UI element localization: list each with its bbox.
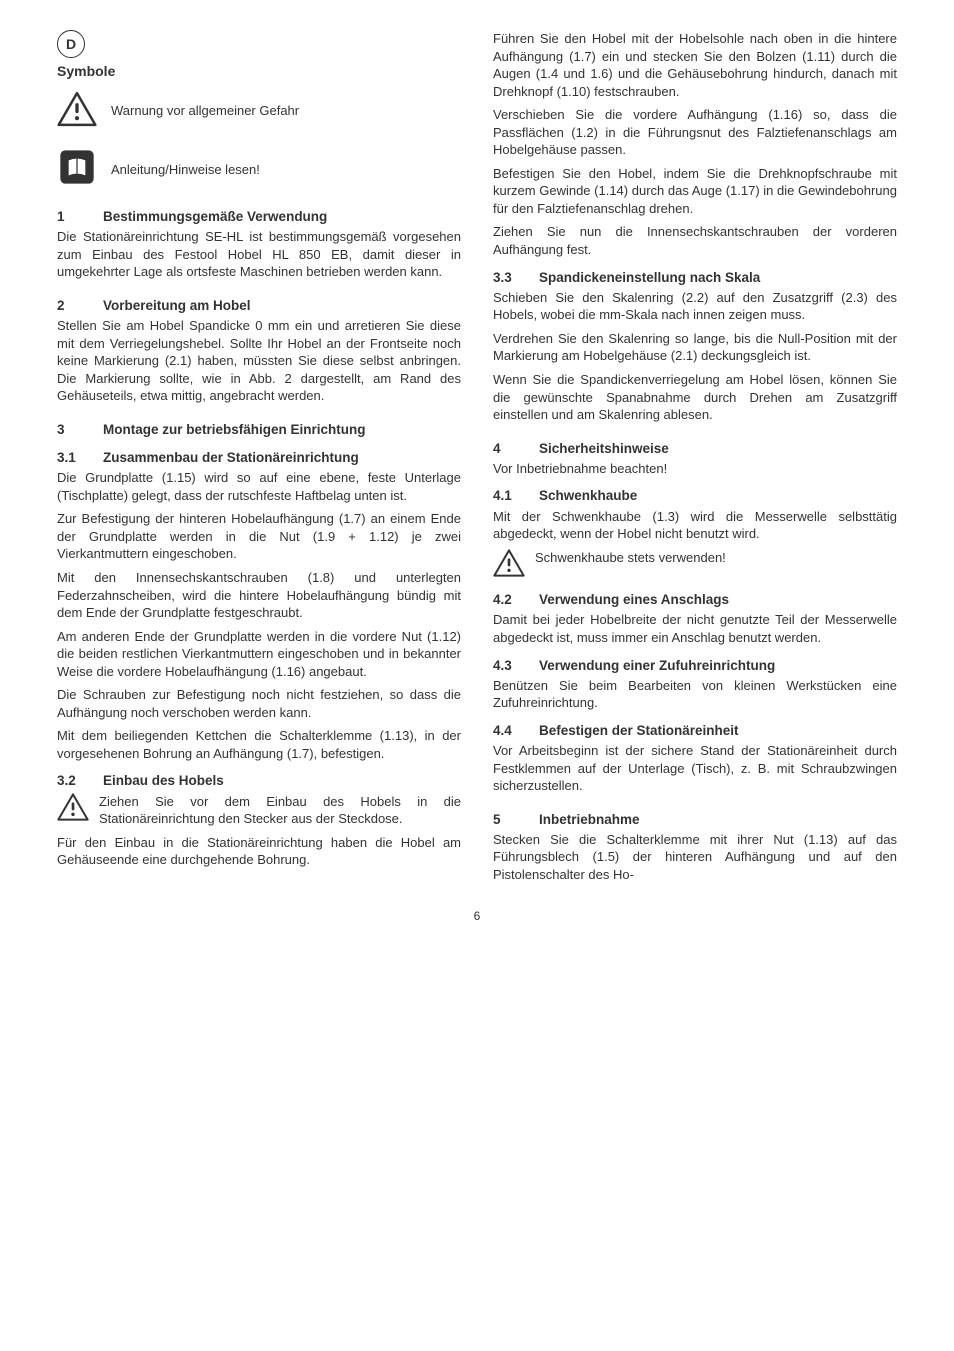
warning-text: Schwenkhaube stets verwenden! [535, 549, 726, 582]
body-text: Mit der Schwenkhaube (1.3) wird die Mess… [493, 508, 897, 543]
warning-triangle-icon [57, 793, 89, 828]
section-title: Inbetriebnahme [539, 811, 640, 829]
section-title: Verwendung einer Zufuhreinrichtung [539, 657, 775, 675]
section-4-4-heading: 4.4 Befestigen der Stationäreinheit [493, 722, 897, 740]
section-number: 4 [493, 440, 511, 458]
body-text: Verdrehen Sie den Skalenring so lange, b… [493, 330, 897, 365]
body-text: Stecken Sie die Schalterklemme mit ihrer… [493, 831, 897, 884]
section-title: Einbau des Hobels [103, 772, 224, 790]
section-number: 1 [57, 208, 75, 226]
section-3-heading: 3 Montage zur betriebsfähigen Einrichtun… [57, 421, 461, 439]
symbol-row-manual: Anleitung/Hinweise lesen! [57, 147, 461, 192]
body-text: Vor Inbetriebnahme beachten! [493, 460, 897, 478]
section-title: Sicherheitshinweise [539, 440, 669, 458]
body-text: Am anderen Ende der Grundplatte werden i… [57, 628, 461, 681]
section-1-heading: 1 Bestimmungsgemäße Verwendung [57, 208, 461, 226]
body-text: Mit dem beiliegenden Kettchen die Schalt… [57, 727, 461, 762]
body-text: Schieben Sie den Skalenring (2.2) auf de… [493, 289, 897, 324]
body-text: Damit bei jeder Hobelbreite der nicht ge… [493, 611, 897, 646]
section-number: 4.2 [493, 591, 517, 609]
section-title: Bestimmungsgemäße Verwendung [103, 208, 327, 226]
read-manual-icon [57, 147, 97, 192]
section-5-heading: 5 Inbetriebnahme [493, 811, 897, 829]
section-2-heading: 2 Vorbereitung am Hobel [57, 297, 461, 315]
section-number: 4.3 [493, 657, 517, 675]
inline-warning: Schwenkhaube stets verwenden! [493, 549, 897, 582]
body-text: Führen Sie den Hobel mit der Hobelsohle … [493, 30, 897, 100]
header-block: D Symbole Warnung vor allgemeiner Gefahr [57, 30, 461, 192]
section-title: Spandickeneinstellung nach Skala [539, 269, 760, 287]
body-text: Wenn Sie die Spandickenverriegelung am H… [493, 371, 897, 424]
section-4-3-heading: 4.3 Verwendung einer Zufuhreinrichtung [493, 657, 897, 675]
section-number: 3.3 [493, 269, 517, 287]
section-title: Verwendung eines Anschlags [539, 591, 729, 609]
section-number: 2 [57, 297, 75, 315]
body-text: Vor Arbeitsbeginn ist der sichere Stand … [493, 742, 897, 795]
section-4-heading: 4 Sicherheitshinweise [493, 440, 897, 458]
warning-triangle-icon [493, 549, 525, 582]
section-number: 4.4 [493, 722, 517, 740]
section-title: Montage zur betriebsfähigen Einrichtung [103, 421, 366, 439]
section-number: 5 [493, 811, 511, 829]
section-number: 3.2 [57, 772, 81, 790]
body-text: Mit den Innensechskantschrauben (1.8) un… [57, 569, 461, 622]
symbol-label: Warnung vor allgemeiner Gefahr [111, 102, 299, 120]
section-title: Zusammenbau der Stationäreinrichtung [103, 449, 359, 467]
body-text: Für den Einbau in die Stationäreinrichtu… [57, 834, 461, 869]
section-title: Befestigen der Stationäreinheit [539, 722, 739, 740]
warning-text: Ziehen Sie vor dem Einbau des Hobels in … [99, 793, 461, 828]
symbol-row-warning: Warnung vor allgemeiner Gefahr [57, 89, 461, 134]
body-text: Die Stationäreinrichtung SE-HL ist besti… [57, 228, 461, 281]
section-title: Vorbereitung am Hobel [103, 297, 251, 315]
symbol-label: Anleitung/Hinweise lesen! [111, 161, 260, 179]
page-number: 6 [40, 908, 914, 924]
body-text: Zur Befestigung der hinteren Hobelaufhän… [57, 510, 461, 563]
section-3-3-heading: 3.3 Spandickeneinstellung nach Skala [493, 269, 897, 287]
section-4-1-heading: 4.1 Schwenkhaube [493, 487, 897, 505]
body-text: Die Grundplatte (1.15) wird so auf eine … [57, 469, 461, 504]
body-text: Verschieben Sie die vordere Aufhängung (… [493, 106, 897, 159]
section-3-1-heading: 3.1 Zusammenbau der Stationäreinrichtung [57, 449, 461, 467]
body-text: Befestigen Sie den Hobel, indem Sie die … [493, 165, 897, 218]
body-text: Stellen Sie am Hobel Spandicke 0 mm ein … [57, 317, 461, 405]
symbole-title: Symbole [57, 62, 461, 81]
warning-triangle-icon [57, 89, 97, 134]
body-text: Benützen Sie beim Bearbeiten von kleinen… [493, 677, 897, 712]
body-text: Die Schrauben zur Befestigung noch nicht… [57, 686, 461, 721]
body-text: Ziehen Sie nun die Innensechskantschraub… [493, 223, 897, 258]
section-number: 3.1 [57, 449, 81, 467]
manual-page: D Symbole Warnung vor allgemeiner Gefahr [57, 30, 897, 884]
section-number: 3 [57, 421, 75, 439]
section-3-2-heading: 3.2 Einbau des Hobels [57, 772, 461, 790]
language-badge: D [57, 30, 85, 58]
inline-warning: Ziehen Sie vor dem Einbau des Hobels in … [57, 793, 461, 828]
section-number: 4.1 [493, 487, 517, 505]
section-title: Schwenkhaube [539, 487, 637, 505]
section-4-2-heading: 4.2 Verwendung eines Anschlags [493, 591, 897, 609]
